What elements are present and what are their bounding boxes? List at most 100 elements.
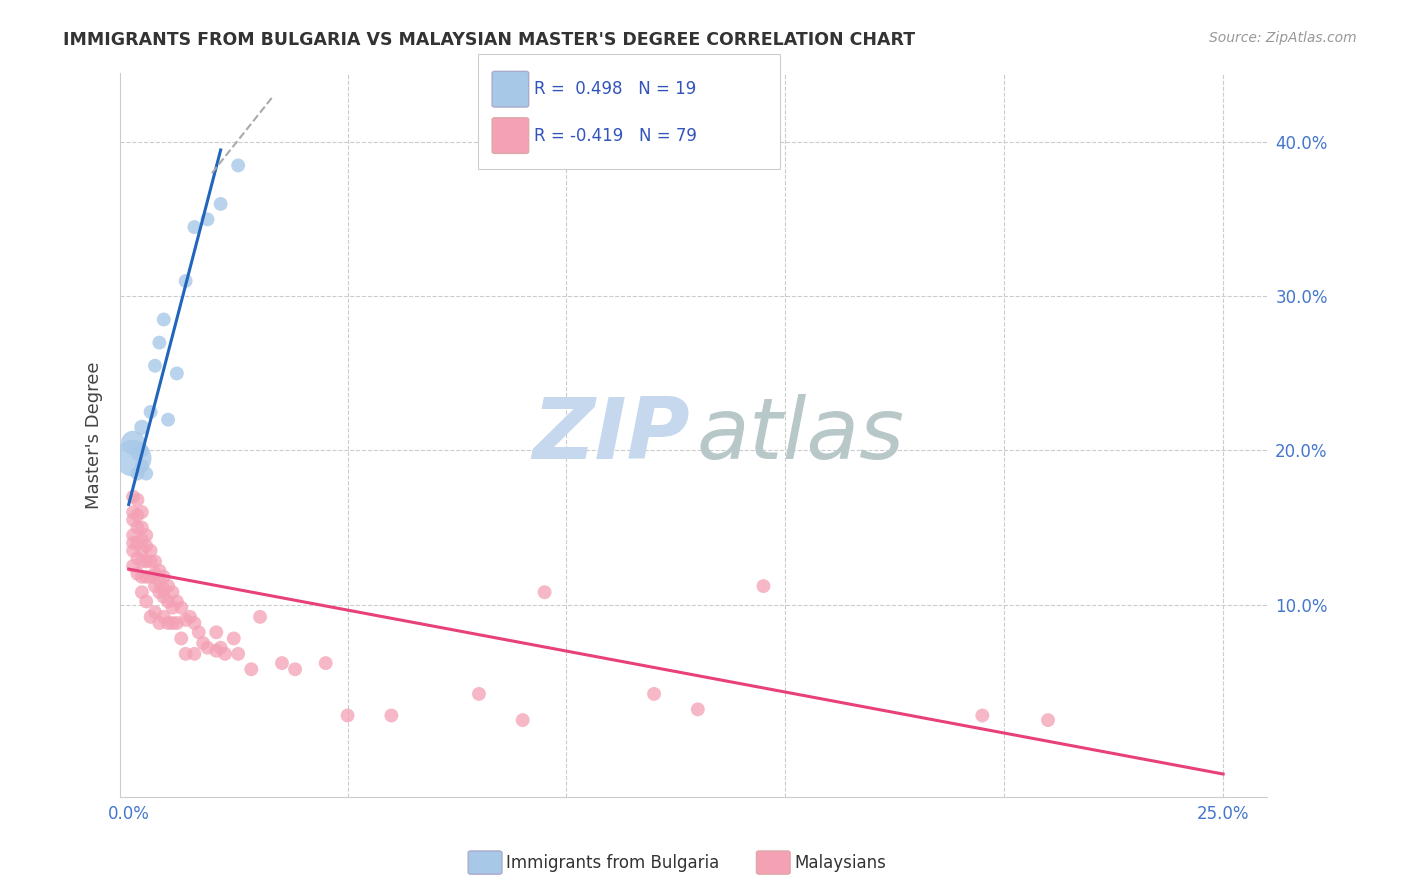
Point xyxy=(336,708,359,723)
Point xyxy=(284,662,307,676)
Point xyxy=(131,420,153,434)
Point xyxy=(131,585,153,599)
Point xyxy=(131,570,153,584)
Point xyxy=(166,367,188,381)
Point xyxy=(143,579,166,593)
Point xyxy=(191,636,214,650)
Point xyxy=(152,610,174,624)
Point xyxy=(135,539,157,553)
Y-axis label: Master's Degree: Master's Degree xyxy=(86,361,103,508)
Point xyxy=(139,554,162,568)
Point xyxy=(143,566,166,581)
Text: atlas: atlas xyxy=(697,393,905,476)
Text: R =  0.498   N = 19: R = 0.498 N = 19 xyxy=(534,80,696,98)
Point xyxy=(127,492,149,507)
Point xyxy=(752,579,775,593)
Point xyxy=(157,615,180,630)
Point xyxy=(131,443,153,458)
Point xyxy=(148,574,170,589)
Point xyxy=(166,594,188,608)
Point xyxy=(183,220,205,235)
Point xyxy=(179,610,201,624)
Point xyxy=(127,467,149,481)
Point xyxy=(197,212,219,227)
Point xyxy=(131,543,153,558)
Point xyxy=(512,713,534,727)
Point xyxy=(240,662,263,676)
Point xyxy=(148,564,170,578)
Point xyxy=(468,687,491,701)
Point xyxy=(131,533,153,547)
Point xyxy=(122,513,145,527)
Point xyxy=(152,312,174,326)
Point xyxy=(197,640,219,655)
Point xyxy=(380,708,402,723)
Text: Immigrants from Bulgaria: Immigrants from Bulgaria xyxy=(506,854,720,871)
Point xyxy=(157,579,180,593)
Point xyxy=(972,708,994,723)
Point xyxy=(249,610,271,624)
Point xyxy=(162,585,184,599)
Point xyxy=(162,615,184,630)
Point xyxy=(205,644,228,658)
Point xyxy=(122,490,145,504)
Point xyxy=(122,505,145,519)
Text: Source: ZipAtlas.com: Source: ZipAtlas.com xyxy=(1209,31,1357,45)
Point xyxy=(152,582,174,596)
Text: Malaysians: Malaysians xyxy=(794,854,886,871)
Point xyxy=(209,197,232,211)
Point xyxy=(148,615,170,630)
Text: R = -0.419   N = 79: R = -0.419 N = 79 xyxy=(534,127,697,145)
Point xyxy=(226,158,249,172)
Text: ZIP: ZIP xyxy=(533,393,690,476)
Point xyxy=(643,687,665,701)
Point xyxy=(209,640,232,655)
Point xyxy=(127,446,149,460)
Point xyxy=(148,335,170,350)
Point xyxy=(135,570,157,584)
Point xyxy=(122,528,145,542)
Point xyxy=(162,600,184,615)
Point xyxy=(139,610,162,624)
Point xyxy=(152,590,174,604)
Point xyxy=(135,528,157,542)
Point xyxy=(157,412,180,426)
Point xyxy=(183,615,205,630)
Point xyxy=(135,594,157,608)
Point xyxy=(187,625,209,640)
Point xyxy=(686,702,709,716)
Point xyxy=(152,570,174,584)
Point xyxy=(205,625,228,640)
Point xyxy=(127,508,149,523)
Point xyxy=(143,605,166,619)
Point xyxy=(148,585,170,599)
Point xyxy=(222,632,245,646)
Point xyxy=(127,520,149,534)
Point xyxy=(157,594,180,608)
Point xyxy=(174,647,197,661)
Point xyxy=(122,451,145,466)
Point xyxy=(127,566,149,581)
Point xyxy=(226,647,249,661)
Point xyxy=(214,647,236,661)
Point xyxy=(131,520,153,534)
Point xyxy=(131,458,153,473)
Point xyxy=(1036,713,1059,727)
Point xyxy=(139,570,162,584)
Point xyxy=(122,543,145,558)
Point xyxy=(135,554,157,568)
Point xyxy=(122,559,145,574)
Point xyxy=(533,585,555,599)
Point xyxy=(143,554,166,568)
Point xyxy=(139,405,162,419)
Point xyxy=(127,536,149,550)
Point xyxy=(183,647,205,661)
Point xyxy=(131,554,153,568)
Point xyxy=(271,656,294,670)
Point xyxy=(131,505,153,519)
Point xyxy=(135,467,157,481)
Point xyxy=(122,435,145,450)
Point xyxy=(127,551,149,566)
Point xyxy=(174,613,197,627)
Point xyxy=(170,632,193,646)
